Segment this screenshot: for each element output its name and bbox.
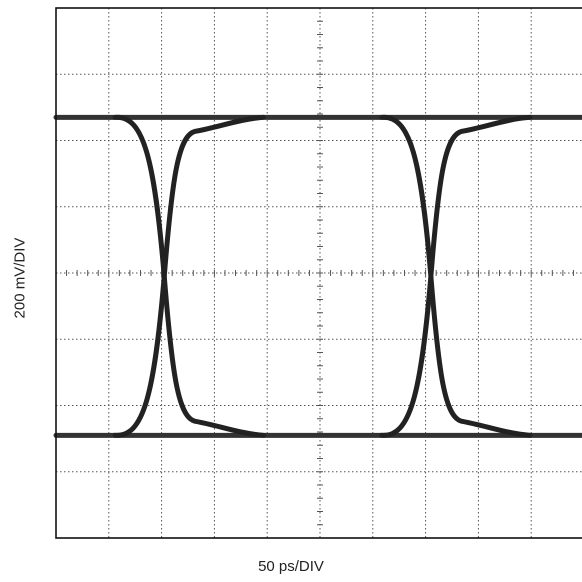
x-axis-label: 50 ps/DIV [258, 558, 324, 575]
grid [55, 7, 582, 539]
eye-traces [53, 114, 582, 438]
rising-edge-trace [112, 114, 266, 438]
falling-edge-trace [112, 114, 266, 438]
plot-frame [55, 7, 582, 539]
rising-edge-trace [379, 114, 533, 438]
falling-edge-trace [379, 114, 533, 438]
y-axis-label: 200 mV/DIV [11, 237, 29, 319]
